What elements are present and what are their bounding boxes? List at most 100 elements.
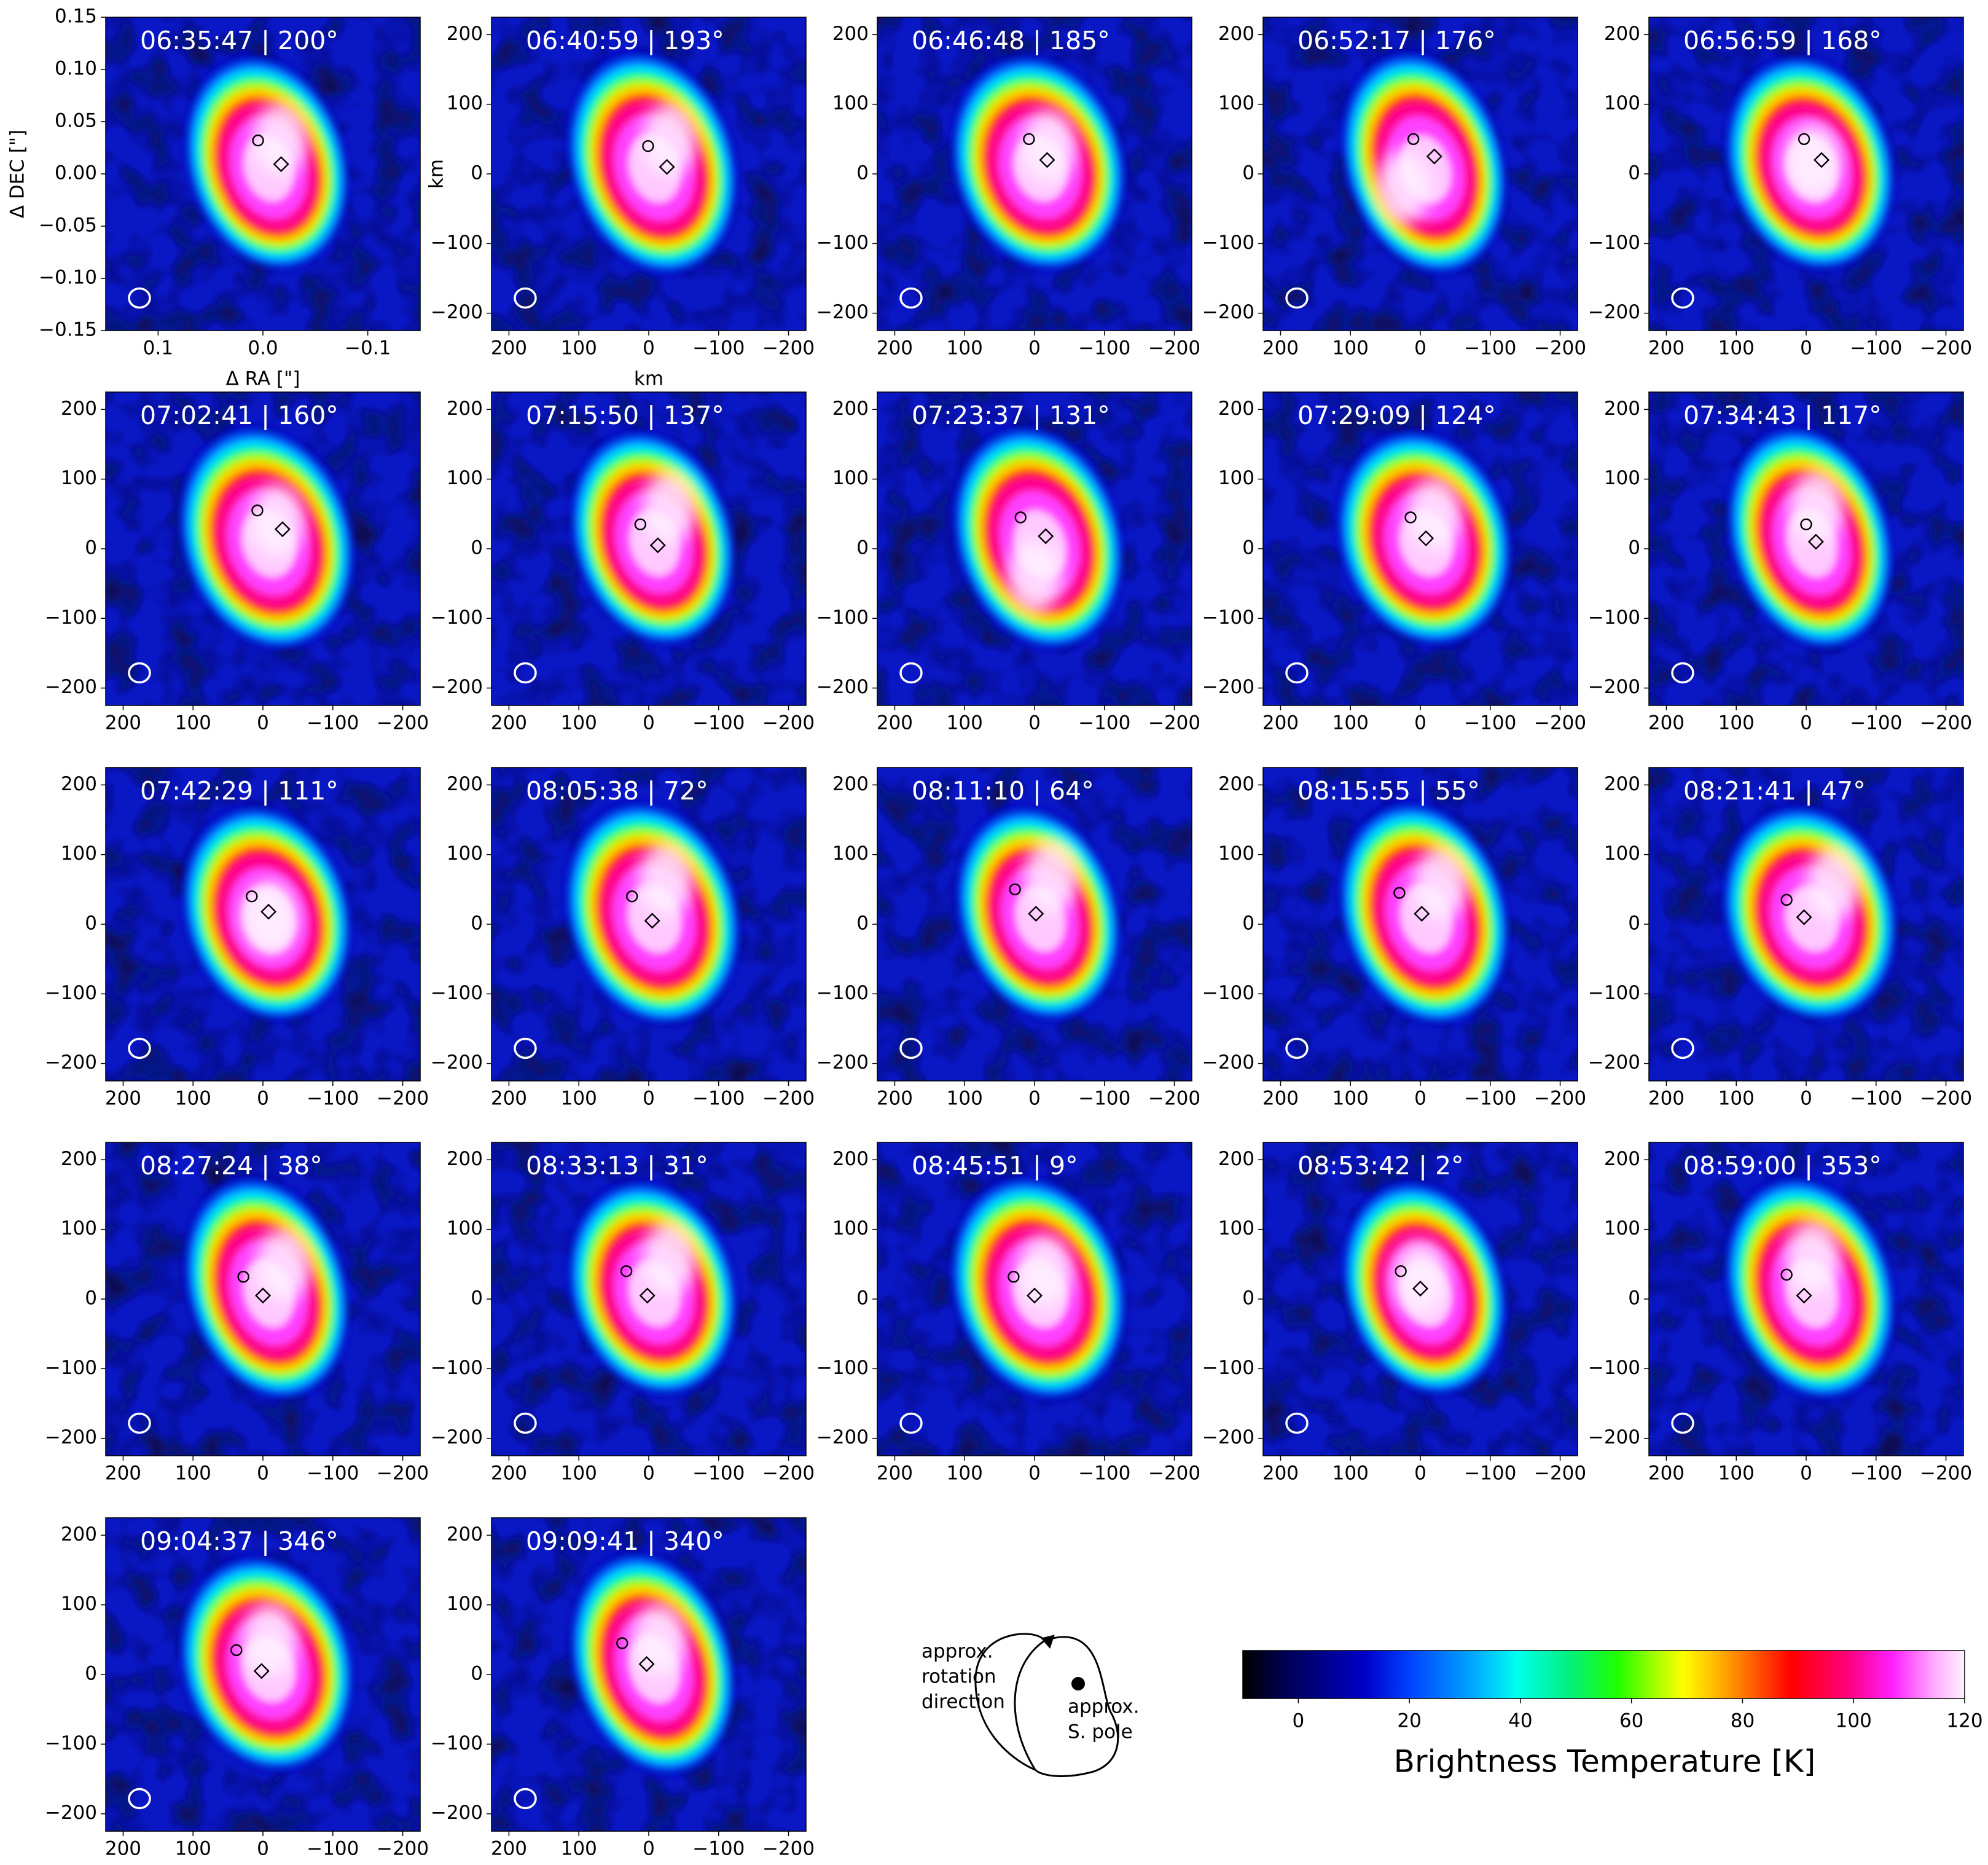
- x-tick-label: 100: [561, 712, 597, 734]
- axis-ticks: 200 200 100 100 0 0 −100 −100 −200 −200: [1202, 398, 1586, 734]
- south-pole-label: S. pole: [1068, 1721, 1133, 1743]
- y-tick-label: −100: [1588, 607, 1640, 629]
- panel: 08:27:24 | 38° 200 200 100 100 0 0 −100 −100 −200…: [45, 1142, 429, 1485]
- axis-ticks: 200 200 100 100 0 0 −100 −100 −200 −200: [1588, 1148, 1972, 1485]
- y-tick-label: −200: [1202, 1051, 1254, 1074]
- panel: 08:15:55 | 55° 200 200 100 100 0 0 −100 −100 −200…: [1202, 767, 1586, 1110]
- circle-marker: [1393, 887, 1406, 899]
- y-tick-label: 200: [1218, 23, 1254, 45]
- brightness-peak: [638, 842, 694, 916]
- panel-title: 06:46:48 | 185°: [912, 26, 1110, 55]
- panel-title: 08:21:41 | 47°: [1683, 776, 1866, 806]
- axis-ticks: 200 200 100 100 0 0 −100 −100 −200 −200: [816, 773, 1200, 1110]
- y-tick-label: 100: [832, 92, 869, 114]
- x-tick-label: 0: [257, 1088, 269, 1110]
- y-tick-label: 100: [1604, 92, 1640, 114]
- heatmap-image: [1649, 768, 1963, 1081]
- beam-ellipse: [128, 287, 151, 309]
- x-tick-label: −200: [1534, 1088, 1586, 1110]
- x-tick-label: 0: [1028, 1088, 1041, 1110]
- x-tick-label: 100: [1718, 1463, 1755, 1485]
- y-tick-label: −200: [816, 1051, 869, 1074]
- panel-title: 08:45:51 | 9°: [912, 1151, 1078, 1180]
- x-tick-label: −100: [692, 712, 745, 734]
- y-tick-label: −200: [45, 1426, 97, 1448]
- south-pole-label: approx.: [1068, 1696, 1140, 1718]
- circle-marker: [625, 890, 638, 903]
- x-tick-label: 200: [491, 1838, 527, 1860]
- panel-title: 08:05:38 | 72°: [526, 776, 708, 806]
- panel: 07:02:41 | 160° 200 200 100 100 0 0 −100 −100 −20…: [45, 391, 429, 734]
- x-tick-label: −100: [1464, 337, 1516, 359]
- y-tick-label: −100: [45, 607, 97, 629]
- y-tick-label: 200: [832, 23, 869, 45]
- x-tick-label: −100: [307, 712, 359, 734]
- x-tick-label: 0: [1414, 1088, 1426, 1110]
- diamond-marker: [638, 1655, 655, 1673]
- rotation-direction-label: direction: [922, 1691, 1005, 1713]
- x-tick-label: 100: [1718, 712, 1755, 734]
- arrowhead: [1041, 1635, 1055, 1649]
- heatmap-image: [1649, 17, 1963, 331]
- y-tick-label: 200: [447, 1148, 483, 1170]
- x-tick-label: 200: [105, 1838, 141, 1860]
- x-tick-label: −200: [377, 712, 429, 734]
- heatmap-image: [491, 768, 806, 1081]
- y-tick-label: −200: [816, 301, 869, 323]
- circle-marker: [230, 1644, 243, 1657]
- y-tick-label: 100: [61, 467, 97, 489]
- brightness-peak: [1375, 151, 1431, 225]
- diamond-marker: [649, 537, 666, 554]
- y-tick-label: −200: [1202, 1426, 1254, 1448]
- panel-title: 08:27:24 | 38°: [140, 1151, 323, 1180]
- y-tick-label: 100: [1604, 842, 1640, 865]
- y-tick-label: −100: [1588, 232, 1640, 254]
- panel: 09:09:41 | 340° 200 200 100 100 0 0 −100 −100 −20…: [431, 1517, 815, 1860]
- x-tick-label: 200: [1262, 337, 1299, 359]
- x-tick-label: 0: [1414, 1463, 1426, 1485]
- y-axis-label: Δ DEC ["]: [7, 130, 29, 218]
- brightness-peak: [642, 470, 698, 544]
- beam-ellipse: [514, 1037, 537, 1059]
- brightness-peak: [1007, 540, 1062, 614]
- heatmap-image: [106, 1518, 420, 1831]
- x-tick-label: 200: [1648, 1463, 1685, 1485]
- x-tick-label: −200: [1534, 1463, 1586, 1485]
- panel: 06:52:17 | 176° 200 200 100 100 0 0 −100 −100 −20…: [1202, 17, 1586, 359]
- axis-ticks: 200 200 100 100 0 0 −100 −100 −200 −200: [816, 23, 1200, 359]
- x-tick-label: 200: [1262, 1463, 1299, 1485]
- y-tick-label: −100: [816, 607, 869, 629]
- diamond-marker: [1418, 530, 1434, 547]
- x-tick-label: −100: [1078, 1088, 1130, 1110]
- axis-ticks: 200 200 100 100 0 0 −100 −100 −200 −200: [45, 773, 429, 1110]
- x-tick-label: 200: [491, 1088, 527, 1110]
- x-tick-label: 100: [947, 1463, 983, 1485]
- y-tick-label: 0: [471, 162, 483, 184]
- panel: 06:56:59 | 168° 200 200 100 100 0 0 −100 −100 −20…: [1588, 17, 1972, 359]
- panel: 08:11:10 | 64° 200 200 100 100 0 0 −100 −100 −200…: [816, 767, 1200, 1110]
- circle-marker: [1008, 1271, 1020, 1283]
- beam-ellipse: [899, 1412, 923, 1434]
- beam-ellipse: [1285, 1412, 1309, 1434]
- beam-ellipse: [128, 1412, 151, 1434]
- y-tick-label: 200: [447, 773, 483, 795]
- x-tick-label: 200: [1648, 712, 1685, 734]
- circle-marker: [1780, 1268, 1793, 1281]
- beam-ellipse: [128, 1788, 151, 1810]
- beam-ellipse: [514, 1412, 537, 1434]
- circle-marker: [1023, 133, 1035, 146]
- y-tick-label: −200: [45, 676, 97, 698]
- y-tick-label: 0: [1628, 537, 1640, 559]
- y-tick-label: 200: [61, 1148, 97, 1170]
- y-tick-label: 0: [856, 537, 869, 559]
- panel-title: 08:59:00 | 353°: [1683, 1151, 1882, 1180]
- panel: 07:42:29 | 111° 200 200 100 100 0 0 −100 −100 −20…: [45, 767, 429, 1110]
- axis-ticks: 200 200 100 100 0 0 −100 −100 −200 −200: [431, 398, 815, 734]
- x-tick-label: 100: [561, 1088, 597, 1110]
- panel-title: 09:09:41 | 340°: [526, 1526, 724, 1556]
- x-tick-label: −100: [692, 1838, 745, 1860]
- y-tick-label: 0: [1242, 1287, 1254, 1309]
- y-tick-label: 200: [61, 1523, 97, 1545]
- rotation-direction-label: approx.: [922, 1641, 993, 1663]
- diamond-marker: [1028, 905, 1044, 922]
